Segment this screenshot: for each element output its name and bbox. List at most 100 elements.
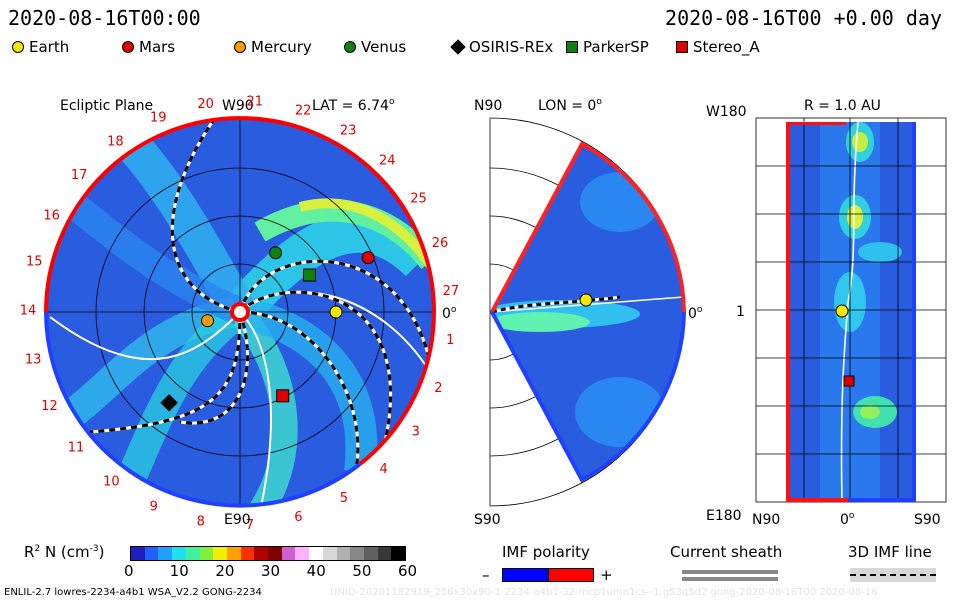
meridional-panel: N90 LON = 0o 0o S90 — [474, 97, 703, 528]
legend-item: Earth — [12, 38, 69, 56]
current-sheath-swatch-top — [682, 570, 778, 574]
carrington-label: 11 — [68, 440, 85, 455]
legend-item-label: Stereo_A — [693, 38, 760, 56]
carrington-label: 6 — [294, 510, 302, 525]
imf-minus-label: – — [482, 566, 490, 584]
carrington-label: 7 — [246, 518, 254, 532]
ecliptic-top-label: W90 — [222, 98, 254, 114]
imf-negative-swatch — [502, 568, 550, 582]
colorbar-segment — [240, 547, 255, 560]
circle-marker-icon — [234, 41, 246, 53]
colorbar-tick-label: 20 — [215, 562, 235, 580]
carrington-label: 3 — [412, 425, 420, 440]
carrington-label: 15 — [26, 255, 43, 270]
colorbar-segment — [363, 547, 378, 560]
legend-item-label: Mercury — [251, 38, 312, 56]
current-sheath-title: Current sheath — [670, 543, 783, 561]
colorbar-segment — [350, 547, 364, 560]
circle-marker-icon — [344, 41, 356, 53]
carrington-label: 5 — [340, 491, 348, 506]
synoptic-density-map — [786, 121, 916, 503]
meridional-top-label: N90 — [474, 98, 502, 114]
carrington-label: 26 — [432, 236, 449, 251]
synoptic-stereo-a-marker — [843, 375, 855, 387]
colorbar-tick-label: 50 — [352, 562, 372, 580]
sun-marker — [230, 302, 250, 322]
imf-polarity-title: IMF polarity — [502, 543, 590, 561]
colorbar-tick-label: 40 — [306, 562, 326, 580]
colorbar-label: R2 N (cm-3) — [24, 543, 105, 561]
synoptic-mid-left: 1 — [736, 304, 745, 320]
carrington-label: 10 — [103, 475, 120, 490]
colorbar-segment — [131, 547, 145, 560]
synoptic-panel: R = 1.0 AU W180 1 E180 N90 0o S90 — [706, 98, 947, 528]
carrington-label: 18 — [107, 134, 124, 149]
legend-item-label: ParkerSP — [583, 38, 649, 56]
legend-item: Stereo_A — [676, 38, 760, 56]
legend-item-label: OSIRIS-REx — [469, 38, 554, 56]
colorbar-segment — [391, 547, 406, 560]
colorbar-segment — [322, 547, 337, 560]
colorbar-segment — [281, 547, 296, 560]
legend-item: Mercury — [234, 38, 312, 56]
carrington-label: 13 — [25, 352, 42, 367]
mars-marker — [361, 251, 375, 265]
osiris-rex-marker — [160, 394, 178, 412]
colorbar-segment — [213, 547, 227, 560]
colorbar-segment — [158, 547, 173, 560]
carrington-label: 14 — [20, 304, 37, 319]
square-marker-icon — [676, 41, 688, 53]
meridional-bottom-label: S90 — [474, 512, 501, 528]
circle-marker-icon — [12, 41, 24, 53]
carrington-label: 4 — [380, 462, 388, 477]
colorbar-tick-label: 30 — [261, 562, 281, 580]
carrington-label: 17 — [71, 168, 88, 183]
carrington-label: 27 — [443, 284, 460, 299]
colorbar-segment — [144, 547, 159, 560]
colorbar-segment — [268, 547, 282, 560]
meridional-earth-marker — [579, 293, 593, 307]
carrington-label: 22 — [295, 104, 312, 119]
colorbar-segment — [295, 547, 310, 560]
colorbar-segment — [377, 547, 392, 560]
legend-item-label: Venus — [361, 38, 407, 56]
carrington-label: 20 — [197, 97, 214, 112]
colorbar-segment — [185, 547, 200, 560]
square-marker-icon — [566, 41, 578, 53]
colorbar-segment — [226, 547, 241, 560]
carrington-label: 1 — [446, 333, 454, 348]
footer-run-id: UNIQ-20201182919_256x30x90-1-2234-a4b1-3… — [330, 587, 878, 598]
imf-plus-label: + — [600, 566, 613, 584]
colorbar-tick-label: 60 — [398, 562, 418, 580]
bodies-legend: Earth Mars Mercury Venus OSIRIS-REx ParkerSP S… — [0, 36, 960, 60]
legend-item-label: Mars — [139, 38, 176, 56]
synoptic-title: R = 1.0 AU — [804, 98, 881, 114]
timestamp-left: 2020-08-16T00:00 — [8, 6, 201, 30]
ecliptic-lat-label: LAT = 6.74o — [312, 97, 395, 114]
imf-positive-swatch — [548, 568, 594, 582]
meridional-density-map — [492, 144, 684, 480]
carrington-label: 21 — [247, 95, 264, 110]
legend-item: Venus — [344, 38, 406, 56]
legend-item-label: Earth — [29, 38, 70, 56]
carrington-label: 2 — [434, 381, 442, 396]
legend-item: ParkerSP — [566, 38, 649, 56]
synoptic-x-mid: 0o — [840, 511, 855, 528]
ecliptic-title: Ecliptic Plane — [60, 98, 153, 114]
colorbar-segment — [336, 547, 351, 560]
ecliptic-polarity-border-pos — [44, 116, 436, 313]
synoptic-bottom-left: E180 — [706, 508, 742, 524]
synoptic-x-right: S90 — [914, 512, 941, 528]
circle-marker-icon — [122, 41, 134, 53]
venus-marker — [269, 246, 283, 260]
colorbar-tick-label: 10 — [169, 562, 189, 580]
colorbar-segment — [172, 547, 186, 560]
meridional-lon-label: LON = 0o — [538, 97, 602, 114]
stereo-a-marker — [276, 389, 290, 403]
ecliptic-polarity-border-neg — [44, 311, 362, 508]
carrington-label: 8 — [197, 514, 205, 529]
carrington-label: 16 — [43, 209, 60, 224]
timestamp-right: 2020-08-16T00 +0.00 day — [665, 6, 942, 30]
ecliptic-plane-panel: Ecliptic Plane W90 LAT = 6.74o — [20, 95, 459, 532]
